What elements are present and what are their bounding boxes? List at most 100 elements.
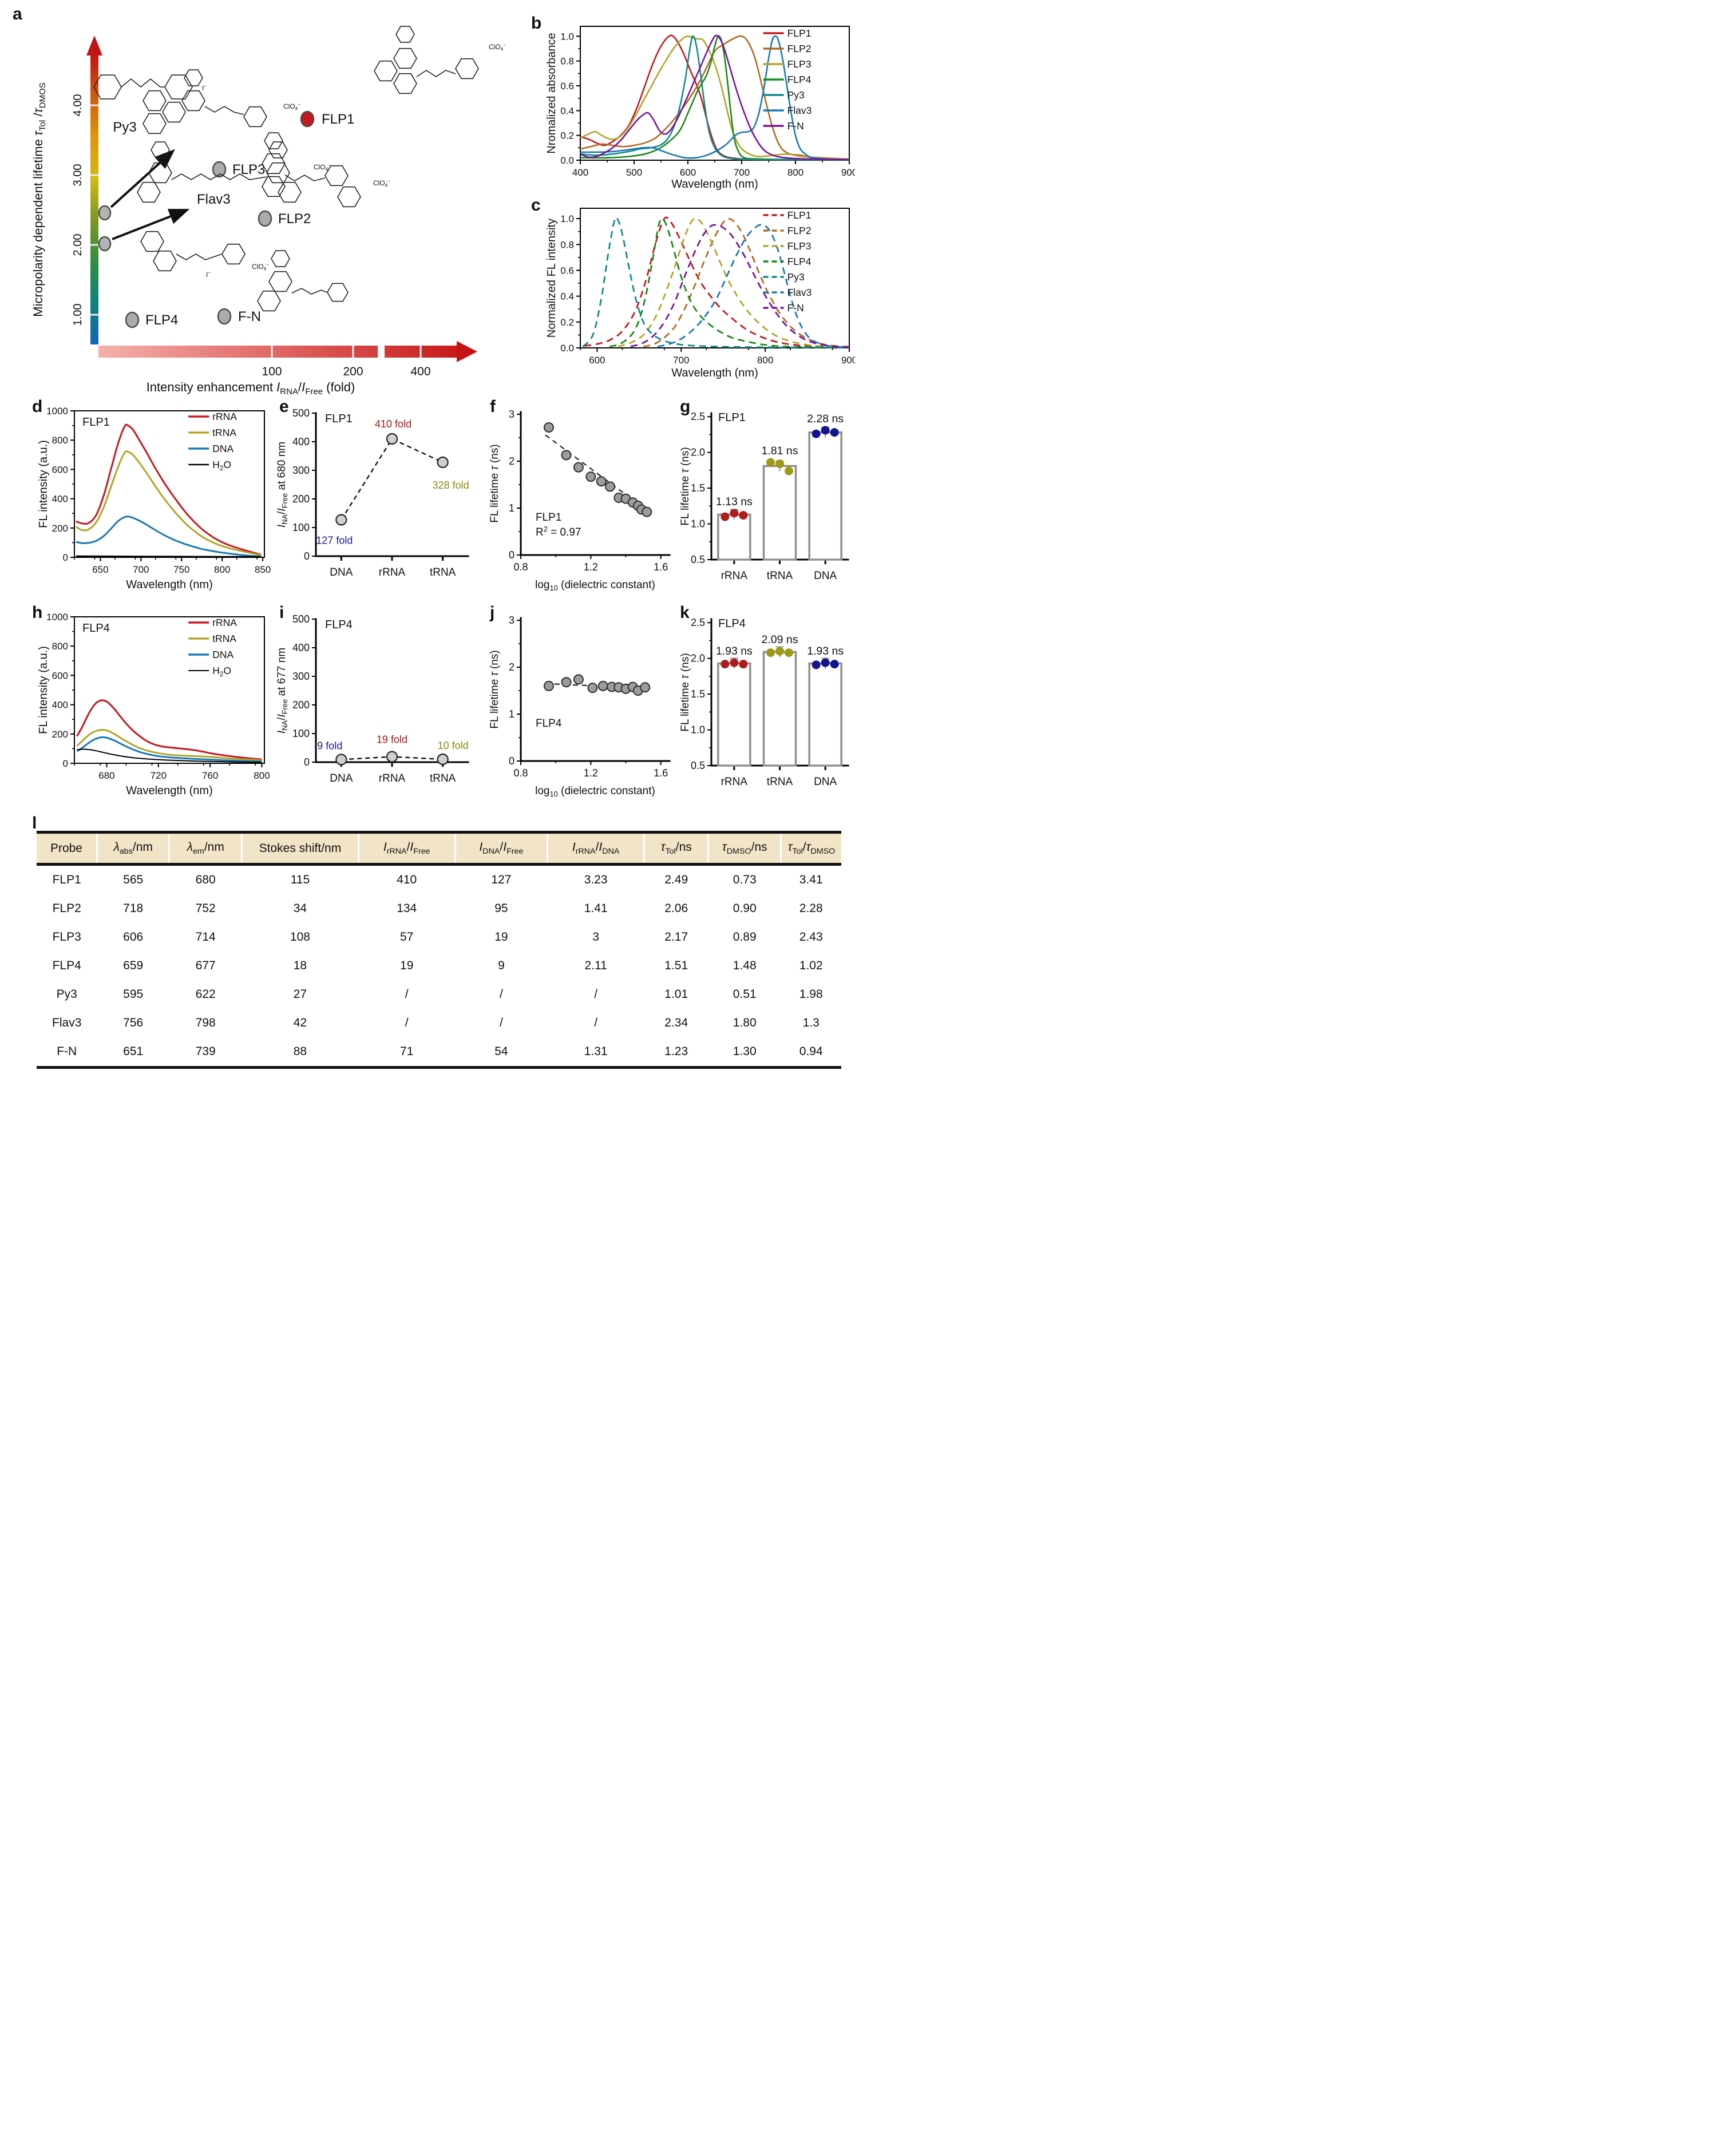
svg-text:log10 (dielectric constant): log10 (dielectric constant)	[535, 785, 655, 798]
table-row: FLP1 565 680 115 410 127 3.23 2.49 0.73 3.41	[37, 865, 841, 895]
svg-text:200: 200	[292, 699, 310, 711]
svg-text:2: 2	[509, 661, 514, 673]
svg-text:DNA: DNA	[212, 443, 233, 454]
svg-text:R2 = 0.97: R2 = 0.97	[536, 525, 581, 538]
table-cell: 739	[195, 1045, 216, 1059]
svg-text:ClO4−: ClO4−	[314, 163, 331, 172]
panel-k-chart: 0.5 1.0 1.5 2.0 2.5 FL lifetime τ (ns) rRNA 1.9…	[679, 617, 849, 788]
svg-text:tRNA: tRNA	[212, 427, 236, 438]
svg-text:DNA: DNA	[212, 649, 233, 660]
svg-text:1.93 ns: 1.93 ns	[716, 645, 753, 657]
column-header: Probe	[37, 832, 97, 866]
svg-text:1.6: 1.6	[654, 767, 668, 779]
svg-text:800: 800	[214, 564, 230, 575]
table-cell: 680	[195, 873, 216, 887]
table-cell: 1.23	[664, 1045, 688, 1059]
table-row: FLP2 718 752 34 134 95 1.41 2.06 0.90 2.28	[37, 894, 841, 923]
panel-d-letter: d	[32, 397, 43, 416]
svg-text:log10 (dielectric constant): log10 (dielectric constant)	[535, 579, 655, 592]
table-cell: 3.23	[584, 873, 608, 887]
table-cell: 595	[123, 988, 144, 1001]
intensity-axis-bar	[98, 346, 378, 358]
svg-text:ClO4−: ClO4−	[283, 102, 300, 112]
svg-text:0.5: 0.5	[691, 760, 705, 771]
svg-text:2.28 ns: 2.28 ns	[807, 413, 844, 425]
figure-page: a b c d e f g h i j k l 4.00 3.00 2.00 1.00…	[0, 0, 855, 1078]
svg-text:700: 700	[734, 167, 750, 178]
svg-text:300: 300	[292, 671, 310, 682]
table-cell: 2.43	[799, 930, 823, 944]
table-cell: Py3	[56, 988, 77, 1001]
column-header: τTol/ns	[643, 832, 708, 866]
svg-text:FLP2: FLP2	[278, 211, 311, 227]
table-cell: 0.89	[733, 930, 757, 944]
column-header: τTol/τDMSO	[779, 832, 841, 866]
table-cell: 0.94	[799, 1045, 823, 1059]
svg-text:I−: I−	[202, 84, 207, 92]
svg-text:FLP4: FLP4	[325, 619, 353, 631]
svg-text:FLP1: FLP1	[718, 411, 746, 424]
probe-dot-FLP4	[125, 311, 140, 328]
table-cell: 1.01	[664, 988, 688, 1001]
svg-text:DNA: DNA	[814, 570, 837, 582]
table-cell: 1.30	[733, 1045, 757, 1059]
svg-text:3: 3	[509, 615, 514, 626]
molecule-Flav3	[137, 141, 302, 203]
svg-text:1.93 ns: 1.93 ns	[807, 645, 844, 657]
svg-text:2.5: 2.5	[691, 411, 705, 422]
svg-text:200: 200	[343, 365, 363, 378]
svg-text:1000: 1000	[46, 612, 68, 623]
svg-text:FLP4: FLP4	[145, 312, 178, 328]
table-cell: Flav3	[52, 1016, 82, 1030]
svg-text:1.6: 1.6	[654, 561, 668, 573]
svg-text:400: 400	[410, 365, 430, 378]
svg-text:rRNA: rRNA	[212, 617, 237, 628]
table-cell: 2.28	[799, 902, 823, 915]
svg-text:300: 300	[292, 465, 310, 476]
svg-text:19 fold: 19 fold	[377, 734, 407, 746]
svg-text:400: 400	[572, 167, 588, 178]
table-cell: /	[500, 1016, 503, 1030]
svg-text:rRNA: rRNA	[379, 566, 406, 578]
svg-text:Wavelength (nm): Wavelength (nm)	[671, 367, 758, 379]
svg-text:FLP4: FLP4	[787, 74, 812, 85]
table-cell: 798	[195, 1016, 216, 1030]
table-cell: 1.98	[799, 988, 823, 1001]
column-header: λabs/nm	[96, 832, 169, 866]
svg-text:ClO4−: ClO4−	[252, 263, 269, 272]
table-cell: 88	[293, 1045, 307, 1059]
probe-dot-FLP1	[300, 110, 315, 128]
svg-text:1: 1	[509, 502, 514, 514]
svg-text:700: 700	[673, 355, 689, 366]
svg-text:FLP1: FLP1	[787, 27, 812, 39]
panel-b-chart: 400 500 600 700 800 900 0.0 0.2 0.4 0.6 0.8 1.0 Wave…	[545, 26, 855, 191]
micropolarity-colorbar	[90, 54, 98, 344]
svg-text:tRNA: tRNA	[430, 772, 456, 784]
svg-text:0: 0	[509, 755, 514, 767]
svg-text:400: 400	[52, 700, 68, 711]
svg-text:H2O: H2O	[212, 665, 231, 678]
svg-text:DNA: DNA	[814, 776, 837, 788]
table-cell: 42	[293, 1016, 307, 1030]
svg-text:1: 1	[509, 708, 514, 720]
molecule-FLP1	[374, 26, 479, 94]
svg-text:680: 680	[98, 770, 114, 781]
svg-text:0: 0	[509, 549, 514, 561]
series-FLP2	[580, 35, 850, 160]
column-header: τDMSO/ns	[707, 832, 781, 866]
table-cell: 54	[494, 1045, 508, 1059]
photophysics-table: Probe λabs/nm λem/nm Stokes shift/nm IrRNA/I…	[37, 831, 841, 1069]
svg-text:900: 900	[841, 355, 855, 366]
svg-text:0.2: 0.2	[560, 130, 574, 141]
table-cell: 1.48	[733, 959, 757, 973]
svg-text:0: 0	[304, 756, 310, 768]
svg-text:800: 800	[52, 641, 68, 652]
svg-text:10 fold: 10 fold	[438, 740, 469, 751]
table-cell: 19	[494, 930, 508, 944]
svg-text:1.2: 1.2	[584, 561, 598, 573]
series-DNA	[76, 736, 262, 763]
series-Flav3	[657, 224, 850, 348]
table-cell: /	[594, 1016, 598, 1030]
probe-dot-F-N	[217, 308, 232, 325]
molecule-Py3	[93, 74, 193, 100]
